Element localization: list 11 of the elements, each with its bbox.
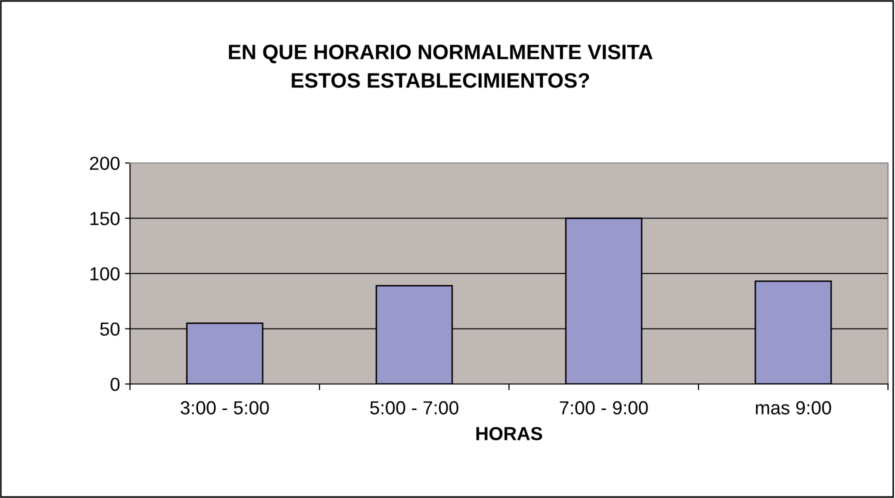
y-tick-label: 200 xyxy=(90,156,120,170)
y-tick-label: 100 xyxy=(90,267,120,280)
x-tick-label: 3:00 - 5:00 xyxy=(180,401,269,414)
x-axis-title: HORAS xyxy=(476,426,542,440)
y-tick-label: 150 xyxy=(90,212,120,226)
y-tick-label: 0 xyxy=(110,378,120,391)
x-tick-label: 7:00 - 9:00 xyxy=(560,401,648,414)
x-tick-label: 5:00 - 7:00 xyxy=(370,401,458,414)
x-tick-label: mas 9:00 xyxy=(756,401,832,414)
y-tick-label: 50 xyxy=(100,322,120,336)
chart-title: EN QUE HORARIO NORMALMENTE VISITA ESTOS ESTABLECIMIENTOS? xyxy=(228,44,653,88)
